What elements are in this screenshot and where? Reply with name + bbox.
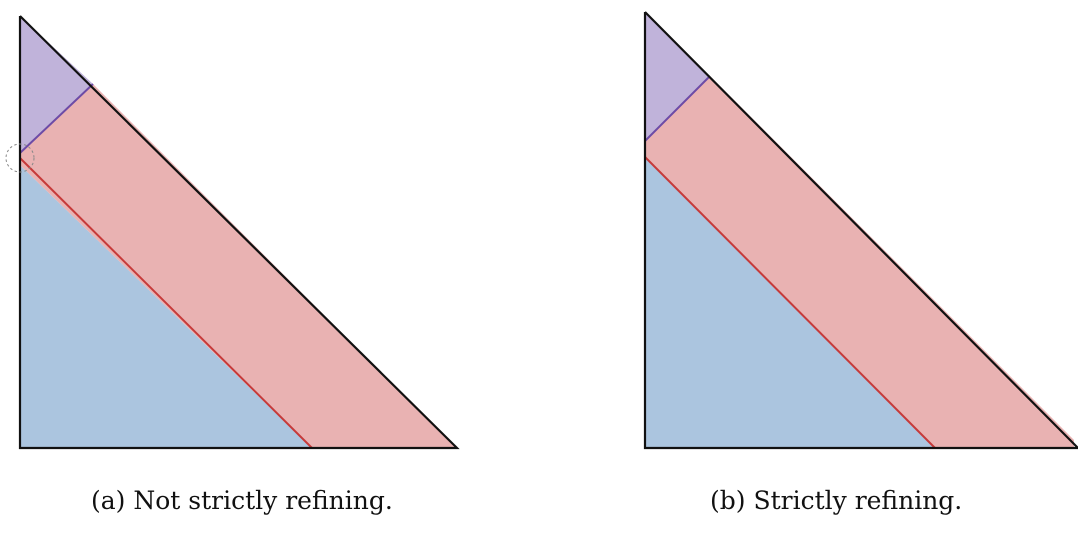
panel-a: (a) Not strictly refining. [5, 15, 460, 515]
caption-b: (b) Strictly refining. [710, 486, 963, 515]
red-boundary-line [19, 157, 313, 449]
purple-region [20, 16, 93, 153]
red-band [645, 76, 1074, 448]
red-band [20, 84, 457, 448]
panel-a-diagram [5, 15, 460, 450]
purple-region [645, 12, 710, 141]
caption-a: (a) Not strictly refining. [91, 486, 393, 515]
triangle-outline [643, 11, 1078, 450]
purple-boundary-line [19, 83, 94, 154]
red-boundary-line [644, 156, 936, 449]
purple-boundary-line [644, 75, 711, 142]
highlight-circle [5, 143, 35, 173]
triangle-outline [18, 15, 460, 450]
panel-b-diagram [643, 11, 1078, 450]
panel-b: (b) Strictly refining. [539, 0, 1078, 533]
